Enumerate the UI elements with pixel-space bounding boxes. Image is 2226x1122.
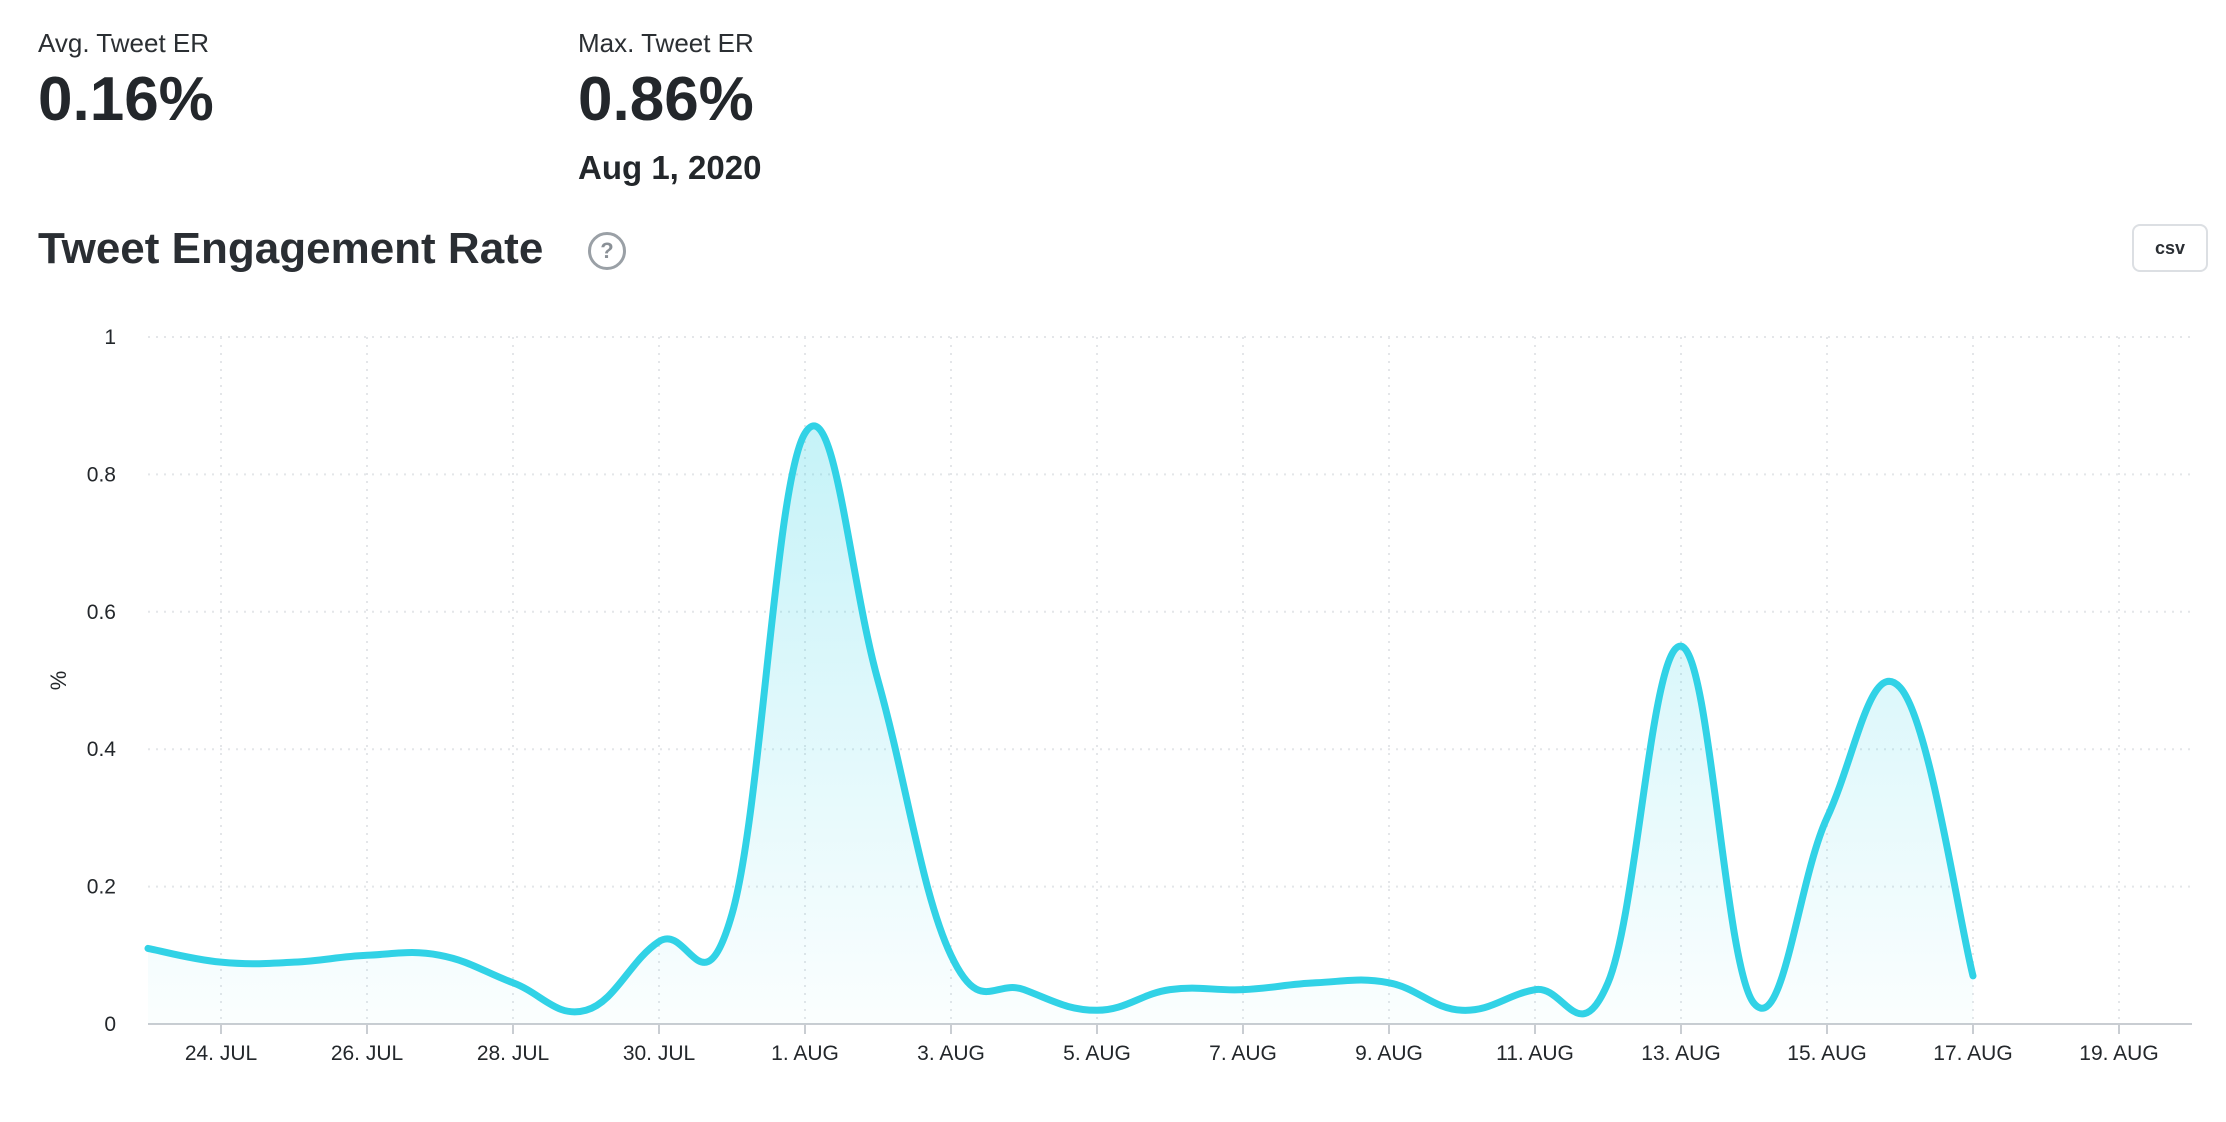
- x-tick-label: 11. AUG: [1496, 1042, 1574, 1065]
- max-tweet-er-stat: Max. Tweet ER 0.86% Aug 1, 2020: [578, 28, 761, 187]
- x-tick-label: 13. AUG: [1641, 1042, 1720, 1065]
- y-tick-label: 0.8: [87, 463, 116, 486]
- x-tick-label: 30. JUL: [623, 1042, 695, 1065]
- x-tick-label: 19. AUG: [2079, 1042, 2158, 1065]
- avg-tweet-er-label: Avg. Tweet ER: [38, 28, 210, 58]
- series-layer: [144, 422, 1977, 1024]
- chart-title: Tweet Engagement Rate: [38, 224, 544, 273]
- avg-tweet-er-value: 0.16%: [38, 65, 214, 134]
- engagement-rate-chart: 0 0.2 0.4 0.6 0.8 1 24. JUL 26. JUL 28. JUL 30. J…: [46, 326, 2192, 1065]
- y-tick-label: 0.2: [87, 876, 116, 899]
- max-tweet-er-value: 0.86%: [578, 65, 754, 134]
- series-area: [148, 425, 1973, 1024]
- x-tick-label: 5. AUG: [1063, 1042, 1131, 1065]
- series-line: [144, 422, 1977, 1018]
- y-tick-label: 1: [104, 326, 116, 349]
- x-tick-label: 9. AUG: [1355, 1042, 1423, 1065]
- y-tick-label: 0.4: [87, 738, 117, 761]
- x-tick-label: 17. AUG: [1933, 1042, 2012, 1065]
- x-tick-label: 28. JUL: [477, 1042, 549, 1065]
- x-tick-label: 26. JUL: [331, 1042, 403, 1065]
- max-tweet-er-label: Max. Tweet ER: [578, 28, 754, 58]
- max-tweet-er-date: Aug 1, 2020: [578, 149, 762, 186]
- avg-tweet-er-stat: Avg. Tweet ER 0.16%: [38, 28, 214, 131]
- x-tick-label: 3. AUG: [917, 1042, 985, 1065]
- x-tick-label: 15. AUG: [1787, 1042, 1866, 1065]
- x-tick-label: 24. JUL: [185, 1042, 257, 1065]
- question-circle-icon[interactable]: ?: [588, 232, 626, 270]
- y-axis-title: %: [46, 671, 71, 691]
- csv-export-button[interactable]: csv: [2132, 224, 2208, 272]
- x-tick-label: 1. AUG: [771, 1042, 839, 1065]
- x-tick-label: 7. AUG: [1209, 1042, 1277, 1065]
- y-tick-label: 0: [104, 1013, 116, 1036]
- y-tick-label: 0.6: [87, 601, 116, 624]
